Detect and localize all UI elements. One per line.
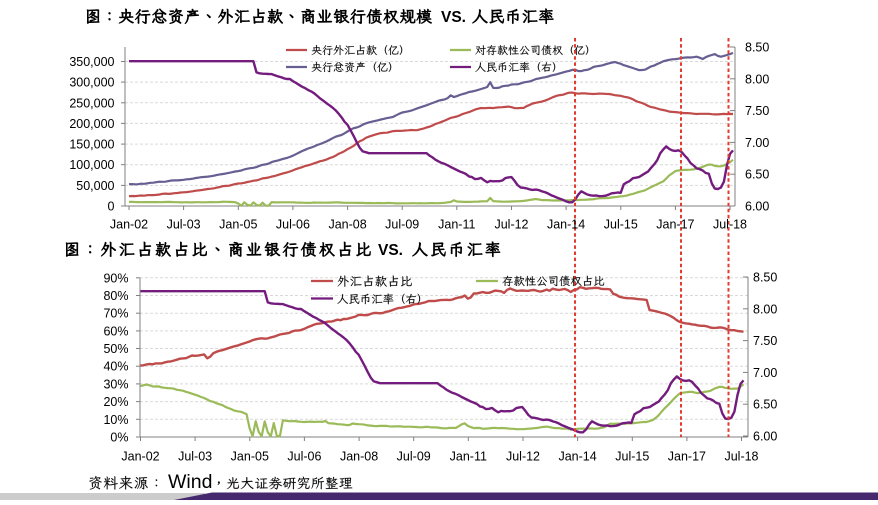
svg-text:150,000: 150,000 [69, 138, 114, 152]
svg-text:Jan-05: Jan-05 [219, 218, 257, 232]
svg-text:50,000: 50,000 [76, 179, 114, 193]
svg-text:200,000: 200,000 [69, 117, 114, 131]
svg-text:100,000: 100,000 [69, 158, 114, 172]
svg-text:6.50: 6.50 [753, 398, 777, 412]
svg-text:80%: 80% [103, 289, 128, 303]
svg-text:6.50: 6.50 [745, 168, 769, 182]
svg-text:Jul-12: Jul-12 [494, 218, 528, 232]
svg-text:Jan-17: Jan-17 [668, 450, 706, 464]
svg-text:90%: 90% [103, 271, 128, 285]
svg-text:Jan-11: Jan-11 [450, 450, 487, 464]
svg-text:50%: 50% [103, 342, 128, 356]
svg-text:20%: 20% [103, 395, 128, 409]
svg-text:Jan-08: Jan-08 [328, 218, 366, 232]
svg-text:40%: 40% [103, 360, 128, 374]
svg-text:Jan-17: Jan-17 [656, 218, 694, 232]
svg-text:VS.: VS. [441, 9, 466, 26]
svg-text:6.00: 6.00 [753, 430, 777, 444]
svg-text:Jan-11: Jan-11 [438, 218, 475, 232]
svg-text:8.50: 8.50 [745, 41, 769, 55]
svg-text:VS.: VS. [378, 242, 403, 259]
svg-text:0: 0 [108, 200, 115, 214]
svg-text:Jan-08: Jan-08 [340, 450, 378, 464]
svg-text:10%: 10% [103, 413, 128, 427]
svg-text:Jul-03: Jul-03 [167, 218, 201, 232]
svg-text:Jul-15: Jul-15 [604, 218, 638, 232]
svg-text:7.50: 7.50 [753, 334, 777, 348]
svg-text:Jul-18: Jul-18 [713, 218, 747, 232]
svg-text:Jul-09: Jul-09 [397, 450, 431, 464]
svg-text:8.50: 8.50 [753, 271, 777, 285]
svg-text:Jan-14: Jan-14 [558, 450, 596, 464]
svg-text:Jan-02: Jan-02 [110, 218, 148, 232]
svg-text:Jul-09: Jul-09 [385, 218, 419, 232]
svg-text:8.00: 8.00 [745, 72, 769, 86]
svg-text:Jul-06: Jul-06 [287, 450, 321, 464]
svg-text:Jan-14: Jan-14 [547, 218, 585, 232]
svg-text:8.00: 8.00 [753, 302, 777, 316]
svg-text:Wind: Wind [168, 471, 212, 493]
svg-text:Jan-02: Jan-02 [121, 450, 159, 464]
svg-text:Jan-05: Jan-05 [231, 450, 269, 464]
svg-text:250,000: 250,000 [69, 96, 114, 110]
svg-text:70%: 70% [103, 307, 128, 321]
svg-text:0%: 0% [110, 431, 128, 445]
svg-text:30%: 30% [103, 377, 128, 391]
svg-text:Jul-06: Jul-06 [276, 218, 310, 232]
svg-text:Jul-18: Jul-18 [724, 450, 758, 464]
svg-text:6.00: 6.00 [745, 200, 769, 214]
svg-text:7.50: 7.50 [745, 104, 769, 118]
svg-text:Jul-03: Jul-03 [178, 450, 212, 464]
svg-text:Jul-12: Jul-12 [506, 450, 540, 464]
svg-text:350,000: 350,000 [69, 55, 114, 69]
svg-text:60%: 60% [103, 324, 128, 338]
svg-text:7.00: 7.00 [745, 136, 769, 150]
svg-text:Jul-15: Jul-15 [615, 450, 649, 464]
svg-text:7.00: 7.00 [753, 366, 777, 380]
svg-text:300,000: 300,000 [69, 76, 114, 90]
